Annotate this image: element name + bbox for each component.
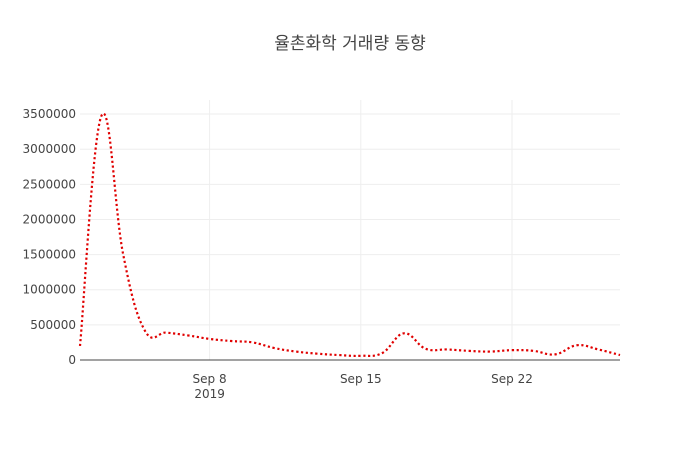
data-point[interactable]: [574, 342, 580, 348]
data-point[interactable]: [531, 348, 537, 354]
y-tick-label: 3500000: [23, 107, 76, 121]
data-point[interactable]: [336, 352, 342, 358]
data-point[interactable]: [120, 252, 126, 258]
data-point[interactable]: [185, 332, 191, 338]
data-point[interactable]: [487, 349, 493, 355]
chart-title: 율촌화학 거래량 동향: [274, 34, 426, 54]
data-point[interactable]: [163, 330, 169, 336]
data-point[interactable]: [293, 349, 299, 355]
data-point[interactable]: [444, 346, 450, 352]
y-tick-label: 1500000: [23, 248, 76, 262]
data-point[interactable]: [99, 112, 105, 118]
data-point[interactable]: [207, 336, 213, 342]
y-tick-label: 3000000: [23, 142, 76, 156]
series-line: [78, 112, 621, 358]
x-tick-label: Sep 8: [193, 372, 227, 386]
data-point[interactable]: [509, 347, 515, 353]
x-tick-label: Sep 22: [491, 372, 533, 386]
data-point[interactable]: [617, 352, 623, 358]
y-tick-label: 500000: [30, 318, 76, 332]
data-point[interactable]: [250, 339, 256, 345]
data-point[interactable]: [228, 338, 234, 344]
data-point[interactable]: [466, 348, 472, 354]
axis-layer: 0 500000 1000000 1500000 2000000 2500000 30000…: [23, 107, 620, 401]
y-tick-label: 2000000: [23, 212, 76, 226]
data-point[interactable]: [315, 351, 321, 357]
x-tick-sublabel: 2019: [194, 387, 225, 401]
y-tick-label: 0: [68, 353, 76, 367]
data-point[interactable]: [379, 350, 385, 356]
y-tick-label: 1000000: [23, 283, 76, 297]
y-tick-label: 2500000: [23, 177, 76, 191]
data-point[interactable]: [142, 327, 148, 333]
data-point[interactable]: [595, 346, 601, 352]
data-point[interactable]: [77, 343, 83, 349]
data-point[interactable]: [271, 345, 277, 351]
x-tick-label: Sep 15: [340, 372, 382, 386]
data-point[interactable]: [358, 353, 364, 359]
series-layer: [77, 112, 623, 359]
grid-layer: [80, 100, 620, 360]
data-point[interactable]: [552, 351, 558, 357]
data-point[interactable]: [401, 330, 407, 336]
data-point[interactable]: [423, 346, 429, 352]
